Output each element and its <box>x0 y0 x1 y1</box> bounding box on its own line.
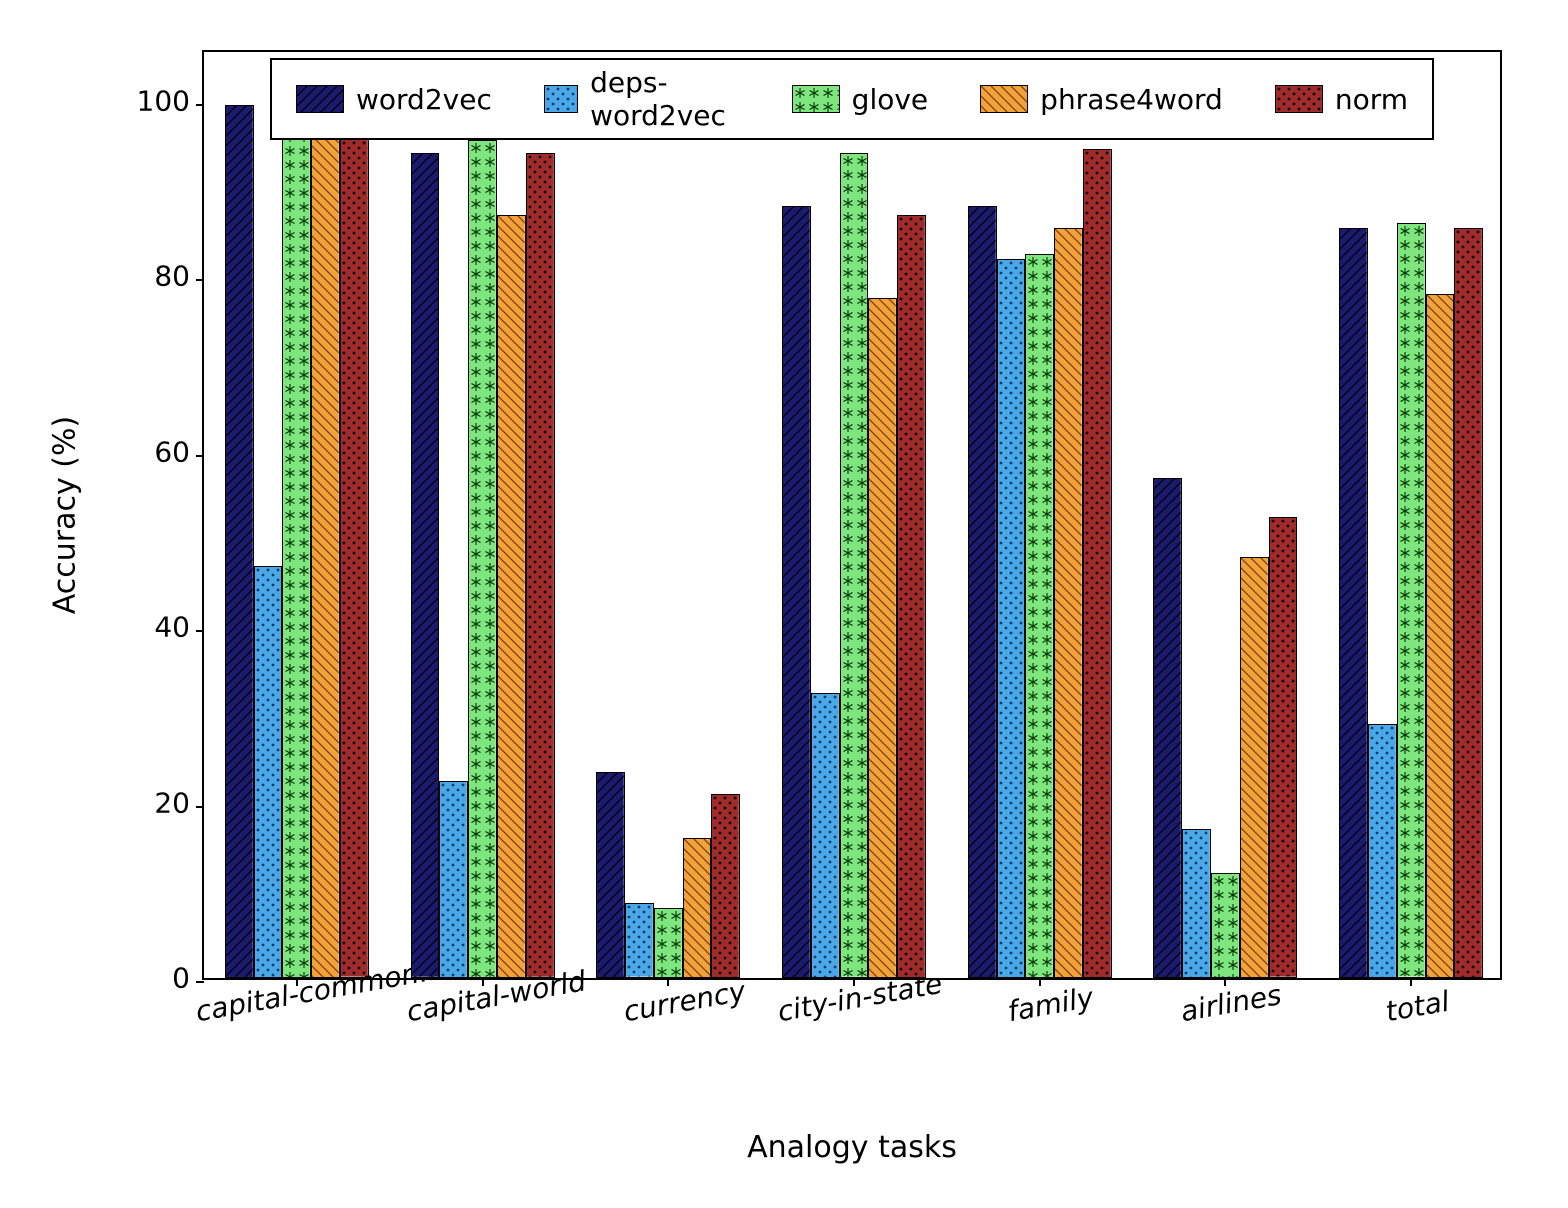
bar-word2vec <box>1339 228 1368 978</box>
plot-area: word2vec deps-word2vec glove phrase4word nor… <box>202 50 1502 980</box>
x-tick-label: total <box>1380 967 1452 1028</box>
bar-glove <box>1025 254 1054 978</box>
bar-norm <box>526 153 555 978</box>
legend-label: norm <box>1335 83 1408 116</box>
bar-chart: word2vec deps-word2vec glove phrase4word nor… <box>20 20 1548 1188</box>
x-axis-label: Analogy tasks <box>747 1130 957 1165</box>
bar-phrase4word <box>868 298 897 978</box>
legend-item-phrase4word: phrase4word <box>980 83 1223 116</box>
bar-norm <box>1269 517 1298 978</box>
bar-deps-word2vec <box>254 566 283 978</box>
bar-glove <box>1211 873 1240 978</box>
bar-phrase4word <box>683 838 712 978</box>
bar-deps-word2vec <box>625 903 654 978</box>
bar-phrase4word <box>1426 294 1455 978</box>
legend-item-glove: glove <box>792 83 928 116</box>
bar-glove <box>468 140 497 978</box>
bar-deps-word2vec <box>1182 829 1211 978</box>
bar-phrase4word <box>311 105 340 978</box>
legend-swatch <box>544 85 578 113</box>
bar-phrase4word <box>1054 228 1083 978</box>
legend-swatch <box>1275 85 1323 113</box>
y-tick-label: 40 <box>154 611 204 644</box>
legend-swatch <box>980 85 1028 113</box>
bar-norm <box>340 109 369 978</box>
bar-word2vec <box>596 772 625 978</box>
bar-phrase4word <box>1240 557 1269 978</box>
bar-word2vec <box>411 153 440 978</box>
bar-deps-word2vec <box>997 259 1026 978</box>
bar-phrase4word <box>497 215 526 978</box>
legend-swatch <box>296 85 344 113</box>
bar-word2vec <box>1153 478 1182 978</box>
bar-norm <box>711 794 740 978</box>
legend-label: phrase4word <box>1040 83 1223 116</box>
legend-label: word2vec <box>356 83 492 116</box>
y-tick-label: 20 <box>154 786 204 819</box>
legend-item-deps-word2vec: deps-word2vec <box>544 66 740 132</box>
bar-norm <box>1083 149 1112 978</box>
bar-deps-word2vec <box>439 781 468 978</box>
legend: word2vec deps-word2vec glove phrase4word nor… <box>270 58 1434 140</box>
bar-norm <box>897 215 926 978</box>
legend-swatch <box>792 85 840 113</box>
bar-norm <box>1454 228 1483 978</box>
legend-label: glove <box>852 83 928 116</box>
bar-deps-word2vec <box>811 693 840 978</box>
bar-word2vec <box>782 206 811 978</box>
y-axis-label: Accuracy (%) <box>48 416 83 614</box>
bar-word2vec <box>225 105 254 978</box>
legend-item-word2vec: word2vec <box>296 83 492 116</box>
legend-item-norm: norm <box>1275 83 1408 116</box>
bar-glove <box>282 101 311 978</box>
bar-deps-word2vec <box>1368 724 1397 978</box>
y-tick-label: 60 <box>154 435 204 468</box>
bar-glove <box>840 153 869 978</box>
bar-glove <box>1397 223 1426 978</box>
y-tick-label: 100 <box>137 84 204 117</box>
bar-word2vec <box>968 206 997 978</box>
y-tick-label: 80 <box>154 260 204 293</box>
legend-label: deps-word2vec <box>590 66 740 132</box>
